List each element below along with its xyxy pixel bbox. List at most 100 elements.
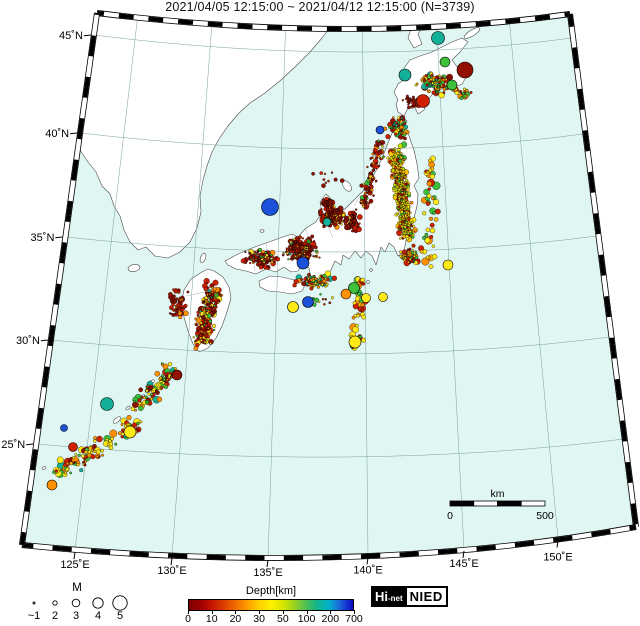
graticule-meridian <box>171 25 213 557</box>
quake-marker <box>398 237 402 240</box>
quake-marker <box>353 212 358 216</box>
quake-marker <box>93 436 97 440</box>
quake-marker <box>403 211 406 215</box>
quake-marker <box>397 150 401 154</box>
quake-marker-large <box>431 31 445 45</box>
quake-marker <box>359 201 363 205</box>
quake-marker <box>429 174 435 180</box>
quake-marker <box>74 453 78 456</box>
quake-marker <box>273 256 276 259</box>
quake-marker <box>414 101 417 104</box>
depth-legend: Depth[km] 0 10 20 30 50 100 200 700 <box>185 585 363 626</box>
quake-marker <box>96 454 100 458</box>
lat-label: 30˚N <box>16 335 40 347</box>
quake-marker <box>319 282 322 285</box>
quake-marker <box>312 275 316 279</box>
quake-marker <box>432 211 436 215</box>
quake-marker <box>351 315 356 320</box>
island <box>41 466 47 470</box>
quake-marker <box>306 250 309 254</box>
quake-marker <box>282 251 285 255</box>
quake-marker <box>304 246 307 249</box>
quake-marker <box>243 260 248 264</box>
quake-marker <box>329 204 332 207</box>
quake-marker <box>367 176 370 180</box>
quake-marker <box>138 401 142 406</box>
island <box>125 405 131 411</box>
quake-marker <box>324 277 328 281</box>
quake-marker <box>407 191 411 196</box>
quake-marker <box>427 81 430 85</box>
quake-marker <box>331 206 335 209</box>
quake-marker <box>336 221 339 224</box>
quake-marker <box>407 105 411 110</box>
quake-marker <box>344 219 347 222</box>
quake-marker <box>425 86 429 90</box>
quake-marker <box>173 367 177 371</box>
quake-marker <box>401 183 405 186</box>
quake-marker <box>211 286 214 289</box>
quake-marker <box>442 78 446 82</box>
quake-marker <box>411 104 414 107</box>
quake-marker <box>281 253 285 257</box>
quake-marker <box>207 327 210 330</box>
quake-marker <box>178 315 183 320</box>
quake-marker <box>407 103 410 106</box>
quake-marker <box>160 374 164 378</box>
quake-marker <box>206 318 209 322</box>
quake-marker-large <box>287 301 299 313</box>
quake-marker <box>208 319 212 324</box>
island <box>259 229 265 233</box>
quake-marker <box>324 298 327 301</box>
quake-marker <box>306 255 309 258</box>
quake-marker <box>314 277 318 281</box>
lon-label: 135˚E <box>253 567 282 579</box>
quake-marker <box>197 337 200 340</box>
quake-marker <box>93 439 97 443</box>
quake-marker <box>411 95 415 99</box>
quake-marker <box>306 273 310 276</box>
quake-marker <box>396 193 400 196</box>
quake-marker <box>289 250 293 254</box>
quake-marker <box>396 190 400 193</box>
quake-marker <box>285 250 288 254</box>
quake-marker <box>435 80 439 84</box>
quake-marker <box>136 421 140 425</box>
quake-marker <box>401 122 404 125</box>
lon-tick <box>73 552 76 560</box>
quake-marker <box>431 81 435 85</box>
quake-marker <box>161 381 165 385</box>
quake-marker <box>114 442 118 446</box>
quake-marker <box>254 260 258 263</box>
quake-marker <box>205 332 209 335</box>
quake-marker <box>459 96 464 100</box>
quake-marker <box>358 222 361 225</box>
quake-marker <box>412 259 416 263</box>
quake-marker <box>397 143 403 149</box>
quake-marker <box>463 94 467 98</box>
quake-marker <box>388 125 392 129</box>
quake-marker <box>405 130 410 135</box>
quake-marker-large <box>46 479 58 491</box>
quake-marker <box>352 223 355 227</box>
quake-marker <box>308 253 311 257</box>
quake-marker <box>178 296 182 300</box>
quake-marker <box>327 210 331 213</box>
magnitude-sample-label: 4 <box>95 610 101 622</box>
quake-marker <box>399 172 402 175</box>
quake-marker <box>310 234 315 239</box>
quake-marker <box>402 196 405 199</box>
quake-marker <box>392 150 395 153</box>
quake-marker <box>221 294 224 297</box>
quake-marker <box>394 132 398 136</box>
quake-marker <box>395 161 398 164</box>
quake-marker <box>397 128 400 132</box>
quake-marker <box>172 288 175 291</box>
quake-marker <box>95 449 101 455</box>
quake-marker <box>364 188 368 192</box>
quake-marker <box>309 238 312 241</box>
quake-marker <box>339 178 345 183</box>
quake-marker <box>293 237 296 241</box>
quake-marker <box>399 227 403 230</box>
